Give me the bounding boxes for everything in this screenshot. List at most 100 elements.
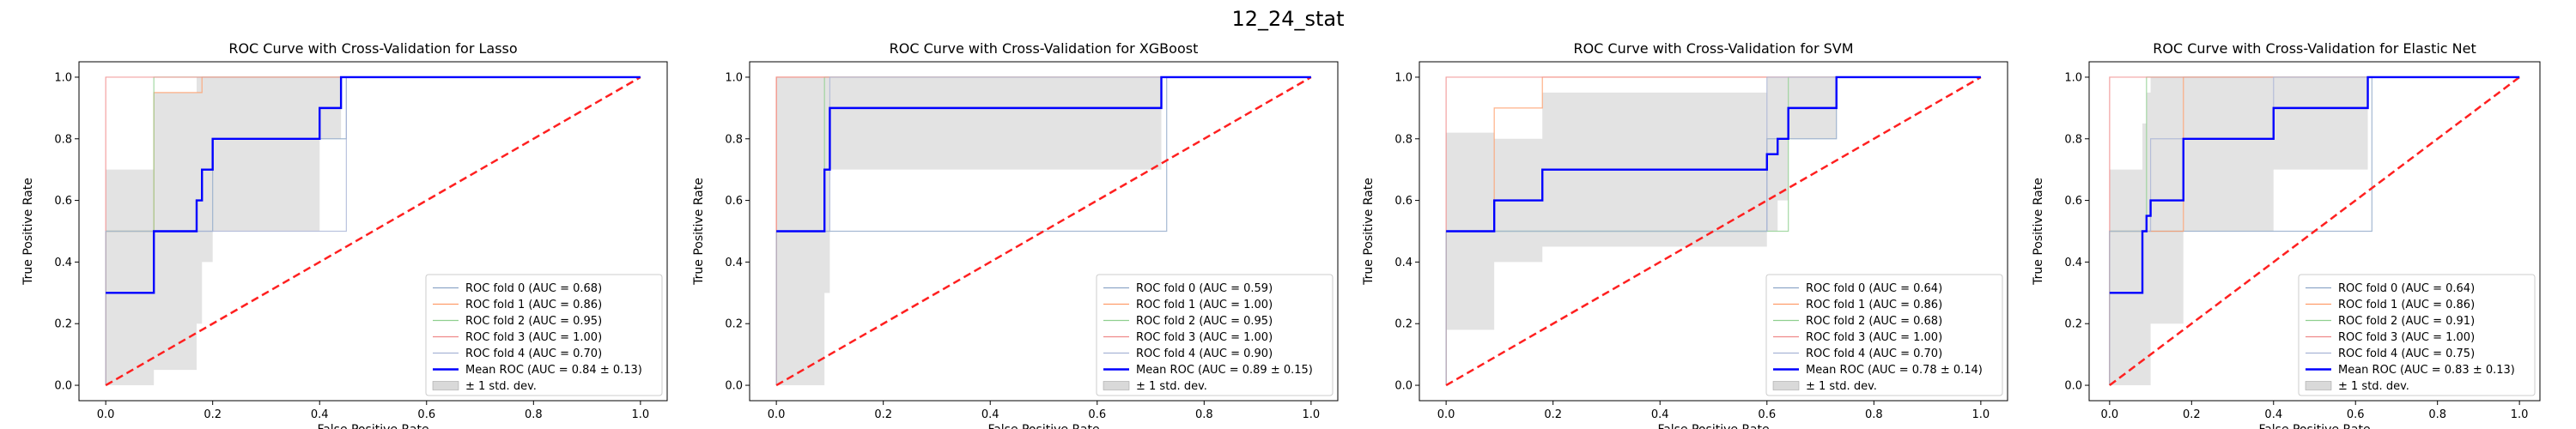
x-tick-label: 0.6	[1758, 408, 1776, 421]
mean-roc-curve	[106, 76, 641, 294]
x-tick-label: 1.0	[632, 408, 650, 421]
y-tick-label: 0.4	[2064, 257, 2082, 269]
mean-roc-curve	[1446, 76, 1981, 233]
y-tick-label: 0.0	[2064, 380, 2082, 393]
x-tick-label: 1.0	[1972, 408, 1990, 421]
mean-roc-curve	[2109, 76, 2520, 294]
legend-label: ROC fold 4 (AUC = 0.90)	[1136, 347, 1273, 360]
x-axis-label: False Positive Rate	[2258, 423, 2370, 429]
legend-label: Mean ROC (AUC = 0.89 ± 0.15)	[1136, 364, 1313, 377]
roc-panel-1: 0.0 0.2 0.4 0.6 0.8 1.0 0.0 0.2 0.4 0.6 0.8 1.0 ROC …	[692, 40, 1339, 429]
legend-label: ROC fold 2 (AUC = 0.68)	[1806, 315, 1942, 328]
y-tick-label: 0.8	[725, 133, 743, 146]
legend-label: Mean ROC (AUC = 0.78 ± 0.14)	[1806, 364, 1983, 377]
chart-title: ROC Curve with Cross-Validation for XGBo…	[890, 40, 1199, 57]
x-tick-label: 0.8	[525, 408, 543, 421]
legend: ROC fold 0 (AUC = 0.68) ROC fold 1 (AUC =…	[425, 274, 663, 396]
legend-label: ROC fold 2 (AUC = 0.95)	[465, 315, 602, 328]
legend-label: ± 1 std. dev.	[2338, 380, 2409, 393]
x-tick-label: 0.0	[768, 408, 786, 421]
legend-box	[1765, 274, 2003, 396]
std-dev-band	[776, 76, 1311, 386]
legend-swatch	[1772, 381, 1800, 390]
plot-area	[775, 76, 1312, 387]
y-axis-label: True Positive Rate	[1362, 178, 1376, 286]
y-tick-label: 0.2	[2064, 318, 2082, 331]
y-tick-label: 0.2	[1394, 318, 1413, 331]
roc-panel-2: 0.0 0.2 0.4 0.6 0.8 1.0 0.0 0.2 0.4 0.6 0.8 1.0 ROC …	[1362, 40, 2008, 429]
plot-area	[105, 76, 641, 387]
x-tick-label: 0.2	[2183, 408, 2201, 421]
y-tick-label: 0.2	[54, 318, 72, 331]
x-tick-label: 0.4	[311, 408, 329, 421]
x-axis-label: False Positive Rate	[987, 423, 1099, 429]
legend-label: ± 1 std. dev.	[1136, 380, 1207, 393]
chart-title: ROC Curve with Cross-Validation for Elas…	[2153, 40, 2476, 57]
legend-label: ROC fold 3 (AUC = 1.00)	[465, 331, 602, 344]
y-tick-label: 0.4	[725, 257, 743, 269]
plot-area	[2109, 76, 2520, 387]
y-tick-label: 0.0	[1394, 380, 1413, 393]
x-axis-label: False Positive Rate	[317, 423, 428, 429]
legend-label: ROC fold 2 (AUC = 0.95)	[1136, 315, 1273, 328]
legend: ROC fold 0 (AUC = 0.64) ROC fold 1 (AUC =…	[1765, 274, 2003, 396]
x-tick-label: 0.0	[97, 408, 115, 421]
y-axis-label: True Positive Rate	[21, 178, 35, 286]
legend-box	[1096, 274, 1334, 396]
legend-label: ± 1 std. dev.	[1806, 380, 1877, 393]
legend-swatch	[1103, 381, 1130, 390]
x-tick-label: 0.2	[874, 408, 892, 421]
y-tick-label: 1.0	[725, 71, 743, 84]
chance-diagonal-line	[105, 76, 641, 387]
x-axis-label: False Positive Rate	[1657, 423, 1769, 429]
y-axis-label: True Positive Rate	[2032, 178, 2045, 286]
x-tick-label: 0.6	[1088, 408, 1106, 421]
axes-frame	[749, 61, 1339, 402]
legend-label: ROC fold 2 (AUC = 0.91)	[2338, 315, 2475, 328]
legend-swatch	[432, 381, 459, 390]
x-tick-label: 0.2	[1544, 408, 1562, 421]
y-tick-label: 1.0	[1394, 71, 1413, 84]
x-tick-label: 0.2	[204, 408, 222, 421]
legend: ROC fold 0 (AUC = 0.64) ROC fold 1 (AUC =…	[2298, 274, 2536, 396]
y-tick-label: 1.0	[2064, 71, 2082, 84]
roc-panel-0: 0.0 0.2 0.4 0.6 0.8 1.0 0.0 0.2 0.4 0.6 0.8 1.0 ROC …	[21, 40, 668, 429]
legend-label: ROC fold 3 (AUC = 1.00)	[1806, 331, 1942, 344]
figure-suptitle: 12_24_stat	[1231, 7, 1344, 31]
y-axis-label: True Positive Rate	[692, 178, 706, 286]
fold-4-curve	[2109, 76, 2520, 386]
legend-label: ROC fold 0 (AUC = 0.64)	[1806, 282, 1942, 295]
legend-box	[2298, 274, 2536, 396]
y-tick-label: 0.6	[1394, 195, 1413, 208]
legend-label: ROC fold 0 (AUC = 0.68)	[465, 282, 602, 295]
y-tick-label: 0.6	[2064, 195, 2082, 208]
legend-label: ROC fold 3 (AUC = 1.00)	[1136, 331, 1273, 344]
y-tick-label: 0.6	[725, 195, 743, 208]
x-tick-label: 0.4	[1651, 408, 1669, 421]
y-tick-label: 0.0	[54, 380, 72, 393]
x-tick-label: 1.0	[1303, 408, 1321, 421]
x-tick-label: 0.6	[417, 408, 435, 421]
x-tick-label: 0.0	[1437, 408, 1455, 421]
roc-panel-3: 0.0 0.2 0.4 0.6 0.8 1.0 0.0 0.2 0.4 0.6 0.8 1.0 ROC …	[2032, 40, 2541, 429]
legend-label: ROC fold 4 (AUC = 0.75)	[2338, 347, 2475, 360]
legend-label: ROC fold 4 (AUC = 0.70)	[465, 347, 602, 360]
axes-frame	[78, 61, 668, 402]
legend-label: ± 1 std. dev.	[465, 380, 537, 393]
y-tick-label: 0.6	[54, 195, 72, 208]
chart-title: ROC Curve with Cross-Validation for SVM	[1573, 40, 1853, 57]
x-tick-label: 0.8	[2428, 408, 2446, 421]
plot-area	[1445, 76, 1982, 387]
legend-swatch	[2305, 381, 2332, 390]
y-tick-label: 0.8	[2064, 133, 2082, 146]
y-tick-label: 0.8	[54, 133, 72, 146]
x-tick-label: 0.0	[2101, 408, 2119, 421]
y-tick-label: 0.4	[54, 257, 72, 269]
legend-label: Mean ROC (AUC = 0.83 ± 0.13)	[2338, 364, 2515, 377]
chance-diagonal-line	[1445, 76, 1982, 387]
mean-roc-curve	[776, 76, 1311, 233]
legend-label: ROC fold 1 (AUC = 1.00)	[1136, 299, 1273, 311]
legend-label: ROC fold 1 (AUC = 0.86)	[465, 299, 602, 311]
legend-label: Mean ROC (AUC = 0.84 ± 0.13)	[465, 364, 642, 377]
